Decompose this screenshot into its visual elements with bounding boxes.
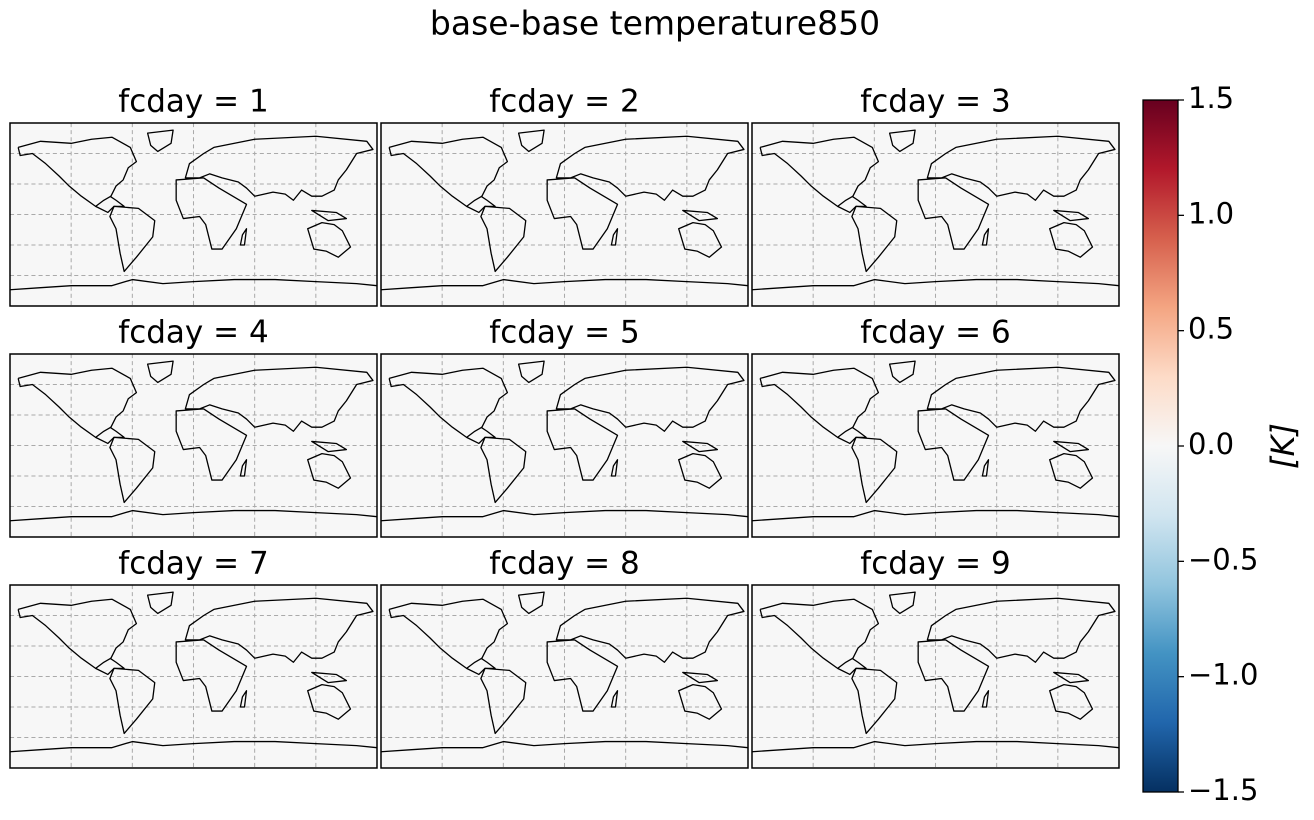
panel-frame	[9, 584, 378, 769]
panel-title: fcday = 7	[118, 546, 268, 582]
panel-field	[381, 354, 748, 537]
panel-title: fcday = 3	[860, 84, 1010, 120]
panel-field	[381, 123, 748, 306]
panel-field	[10, 585, 377, 768]
colorbar-tick-label: −0.5	[1188, 542, 1258, 576]
panel-frame	[9, 122, 378, 307]
panel-title: fcday = 2	[489, 84, 639, 120]
colorbar-tick-label: −1.5	[1188, 773, 1258, 807]
panel-frame	[380, 584, 749, 769]
panel-title: fcday = 4	[118, 315, 268, 351]
colorbar-label: [K]	[1264, 423, 1302, 469]
colorbar-tick-label: 0.5	[1188, 312, 1234, 346]
colorbar-tick-label: −1.0	[1188, 658, 1258, 692]
panel-frame	[751, 122, 1120, 307]
colorbar	[1142, 99, 1179, 793]
panel-field	[381, 585, 748, 768]
panel-field	[752, 585, 1119, 768]
colorbar-tick-label: 1.5	[1188, 81, 1234, 115]
panel-title: fcday = 9	[860, 546, 1010, 582]
panel-title: fcday = 1	[118, 84, 268, 120]
panel-title: fcday = 8	[489, 546, 639, 582]
panel-field	[752, 354, 1119, 537]
panel-field	[752, 123, 1119, 306]
panel-frame	[380, 353, 749, 538]
panel-title: fcday = 6	[860, 315, 1010, 351]
panel-frame	[751, 584, 1120, 769]
panel-frame	[751, 353, 1120, 538]
colorbar-tick-label: 0.0	[1188, 427, 1234, 461]
panel-title: fcday = 5	[489, 315, 639, 351]
panel-frame	[9, 353, 378, 538]
figure-title: base-base temperature850	[430, 4, 880, 43]
panel-field	[10, 354, 377, 537]
panel-frame	[380, 122, 749, 307]
colorbar-tick-label: 1.0	[1188, 196, 1234, 230]
panel-field	[10, 123, 377, 306]
